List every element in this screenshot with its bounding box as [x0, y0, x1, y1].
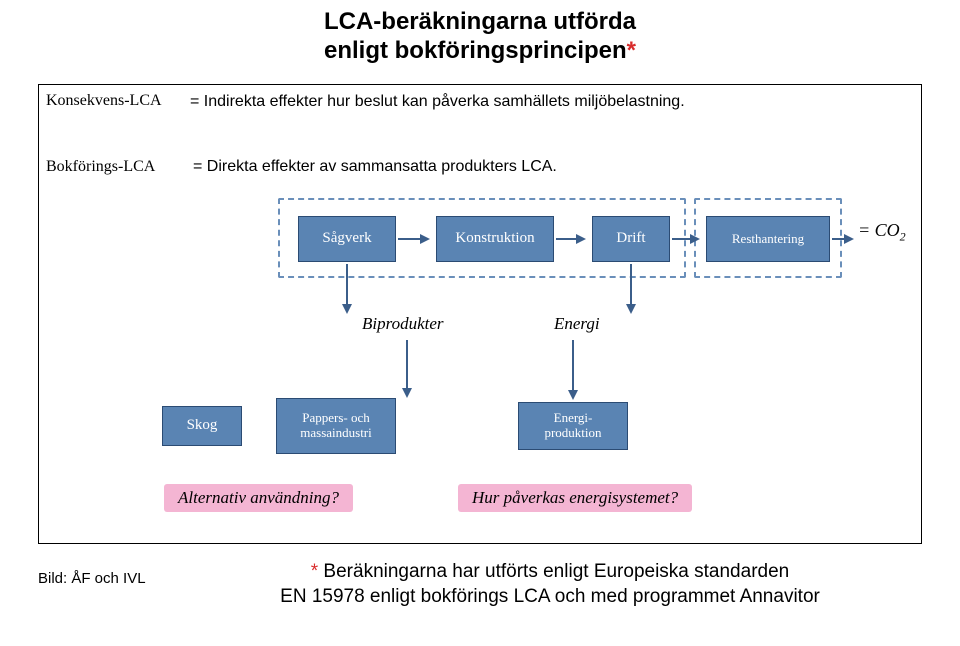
node-konstruktion: Konstruktion	[436, 216, 554, 262]
title-line2: enligt bokföringsprincipen	[324, 37, 627, 64]
co2-eq: =	[858, 220, 870, 240]
arrow-resthantering-co2	[832, 238, 852, 240]
arrow-energi-energiprod	[572, 340, 574, 398]
co2-formula: CO2	[875, 220, 906, 240]
callout-alternativ: Alternativ användning?	[164, 484, 353, 512]
callout-energisystem: Hur påverkas energisystemet?	[458, 484, 692, 512]
arrow-biprodukter-pappers	[406, 340, 408, 396]
footnote: * Beräkningarna har utförts enligt Europ…	[240, 560, 860, 609]
node-drift: Drift	[592, 216, 670, 262]
footnote-text: Beräkningarna har utförts enligt Europei…	[280, 561, 820, 607]
diagram-frame	[38, 84, 922, 544]
title-line1: LCA-beräkningarna utförda	[324, 8, 636, 35]
co2-output: = CO2	[858, 220, 906, 245]
page-title: LCA-beräkningarna utförda enligt bokföri…	[0, 0, 960, 66]
node-skog: Skog	[162, 406, 242, 446]
arrow-sagverk-konstruktion	[398, 238, 428, 240]
label-biprodukter: Biprodukter	[362, 314, 444, 334]
node-energiprod: Energi- produktion	[518, 402, 628, 450]
bokforings-lca-label: Bokförings-LCA	[46, 158, 155, 176]
arrow-sagverk-down	[346, 264, 348, 312]
node-resthantering: Resthantering	[706, 216, 830, 262]
konsekvens-lca-label: Konsekvens-LCA	[46, 92, 162, 110]
node-sagverk: Sågverk	[298, 216, 396, 262]
arrow-drift-down	[630, 264, 632, 312]
image-credit: Bild: ÅF och IVL	[38, 570, 146, 587]
arrow-konstruktion-drift	[556, 238, 584, 240]
title-asterisk: *	[627, 37, 636, 64]
arrow-drift-resthantering	[672, 238, 698, 240]
node-pappers: Pappers- och massaindustri	[276, 398, 396, 454]
bokforings-lca-text: = Direkta effekter av sammansatta produk…	[193, 158, 557, 176]
konsekvens-lca-text: = Indirekta effekter hur beslut kan påve…	[190, 92, 720, 113]
label-energi: Energi	[554, 314, 600, 334]
